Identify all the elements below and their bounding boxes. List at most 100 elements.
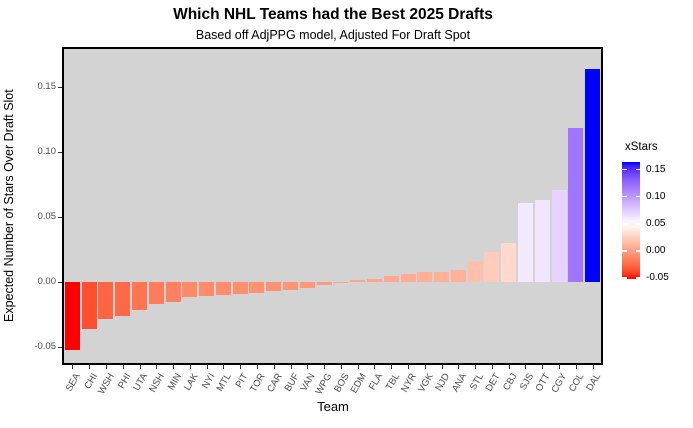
x-tick-mark xyxy=(256,365,258,369)
x-tick-label-cbj: CBJ xyxy=(500,371,520,393)
x-tick-mark xyxy=(72,365,74,369)
x-tick-label-det: DET xyxy=(483,371,503,394)
bar-buf xyxy=(283,282,299,291)
legend-tick-mark xyxy=(622,195,627,198)
x-tick-label-buf: BUF xyxy=(282,371,302,394)
x-tick-label-vgk: VGK xyxy=(415,371,436,395)
x-tick-mark xyxy=(206,365,208,369)
y-tick-label: -0.05 xyxy=(34,341,56,353)
bar-cbj xyxy=(501,243,517,283)
bar-ott xyxy=(534,200,550,283)
x-tick-mark xyxy=(357,365,359,369)
x-tick-mark xyxy=(105,365,107,369)
legend-tick-mark xyxy=(635,168,640,171)
bar-sea xyxy=(64,282,80,350)
x-tick-label-tor: TOR xyxy=(248,371,268,395)
bar-car xyxy=(266,282,282,292)
x-tick-label-sjs: SJS xyxy=(517,371,537,393)
bar-chi xyxy=(81,282,97,330)
legend-title: xStars xyxy=(625,141,658,153)
x-tick-mark xyxy=(122,365,124,369)
x-tick-mark xyxy=(542,365,544,369)
x-tick-mark xyxy=(408,365,410,369)
bar-van xyxy=(299,282,315,289)
bar-edm xyxy=(350,280,366,283)
bar-tor xyxy=(249,282,265,293)
x-tick-label-nsh: NSH xyxy=(147,371,167,395)
bar-cgy xyxy=(551,189,567,283)
x-tick-mark xyxy=(307,365,309,369)
bar-tbl xyxy=(383,275,399,283)
bar-nsh xyxy=(148,282,164,305)
legend-tick-mark xyxy=(622,250,627,252)
legend-tick-label: 0.00 xyxy=(646,244,666,256)
x-tick-mark xyxy=(173,365,175,369)
legend-tick-mark xyxy=(635,277,640,279)
legend-tick-label: 0.05 xyxy=(646,217,666,229)
bar-dal xyxy=(585,68,601,283)
legend-tick-mark xyxy=(635,250,640,252)
y-tick-mark xyxy=(58,347,62,349)
bar-pit xyxy=(232,282,248,294)
y-tick-mark xyxy=(58,86,62,88)
x-tick-mark xyxy=(441,365,443,369)
x-tick-mark xyxy=(273,365,275,369)
x-tick-label-nyr: NYR xyxy=(399,371,419,395)
x-tick-mark xyxy=(559,365,561,369)
x-tick-mark xyxy=(508,365,510,369)
x-tick-label-lak: LAK xyxy=(182,371,201,393)
x-tick-mark xyxy=(223,365,225,369)
legend-gradient-bar xyxy=(622,162,640,279)
bar-min xyxy=(165,282,181,302)
bar-nyr xyxy=(400,274,416,283)
bar-fla xyxy=(366,278,382,283)
y-tick-mark xyxy=(58,151,62,153)
x-tick-mark xyxy=(458,365,460,369)
legend-tick-mark xyxy=(635,223,640,225)
x-tick-label-wpg: WPG xyxy=(313,371,335,397)
bar-lak xyxy=(182,282,198,297)
x-tick-label-edm: EDM xyxy=(348,371,369,396)
bar-phi xyxy=(115,282,131,317)
y-tick-mark xyxy=(58,282,62,284)
y-tick-label: 0.10 xyxy=(37,145,57,157)
legend-tick-mark xyxy=(622,223,627,225)
bar-uta xyxy=(132,282,148,310)
x-tick-mark xyxy=(89,365,91,369)
legend-tick-mark xyxy=(622,168,627,171)
x-tick-mark xyxy=(391,365,393,369)
x-tick-mark xyxy=(525,365,527,369)
y-tick-label: 0.00 xyxy=(37,276,57,288)
x-tick-label-uta: UTA xyxy=(131,371,151,393)
bar-wpg xyxy=(316,282,332,285)
x-tick-label-fla: FLA xyxy=(366,371,386,393)
bar-sjs xyxy=(517,202,533,283)
legend-tick-mark xyxy=(622,277,627,279)
x-tick-mark xyxy=(491,365,493,369)
chart-subtitle: Based off AdjPPG model, Adjusted For Dra… xyxy=(195,28,471,42)
x-tick-mark xyxy=(189,365,191,369)
legend-tick-mark xyxy=(635,195,640,198)
legend-tick-label: 0.15 xyxy=(646,163,666,175)
plot-panel xyxy=(62,47,603,365)
x-tick-mark xyxy=(374,365,376,369)
x-tick-mark xyxy=(290,365,292,369)
bar-ana xyxy=(450,270,466,283)
bar-bos xyxy=(333,281,349,283)
x-tick-label-stl: STL xyxy=(467,371,486,393)
y-tick-label: 0.15 xyxy=(37,80,57,92)
legend-tick-label: -0.05 xyxy=(646,271,669,283)
x-tick-label-sea: SEA xyxy=(64,371,84,394)
x-tick-label-phi: PHI xyxy=(115,371,134,391)
x-tick-label-bos: BOS xyxy=(331,371,352,395)
x-tick-label-col: COL xyxy=(567,371,587,394)
x-tick-mark xyxy=(592,365,594,369)
bar-det xyxy=(484,252,500,283)
bar-mtl xyxy=(215,282,231,296)
x-tick-label-car: CAR xyxy=(264,371,285,395)
x-tick-label-dal: DAL xyxy=(584,371,604,394)
x-tick-label-min: MIN xyxy=(165,371,184,393)
bar-vgk xyxy=(417,272,433,283)
x-tick-label-njd: NJD xyxy=(433,371,453,394)
